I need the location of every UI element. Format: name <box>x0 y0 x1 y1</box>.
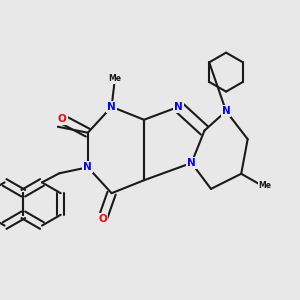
Text: Me: Me <box>259 181 272 190</box>
Text: Me: Me <box>108 74 121 83</box>
Text: O: O <box>98 214 107 224</box>
Text: N: N <box>174 102 183 112</box>
Text: N: N <box>187 158 196 168</box>
Text: O: O <box>58 114 67 124</box>
Text: N: N <box>83 162 92 172</box>
Text: N: N <box>107 102 116 112</box>
Text: N: N <box>222 106 230 116</box>
